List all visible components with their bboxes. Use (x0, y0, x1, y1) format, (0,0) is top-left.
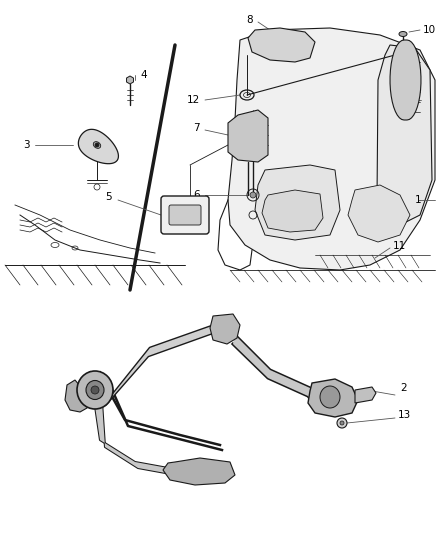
Ellipse shape (91, 386, 99, 394)
Text: 8: 8 (246, 15, 253, 25)
Polygon shape (308, 379, 358, 417)
Polygon shape (163, 458, 235, 485)
Polygon shape (105, 325, 215, 405)
Polygon shape (228, 28, 435, 270)
Ellipse shape (340, 421, 344, 425)
Text: 7: 7 (193, 123, 200, 133)
Polygon shape (262, 190, 323, 232)
Circle shape (250, 192, 256, 198)
Text: 4: 4 (140, 70, 147, 80)
FancyBboxPatch shape (161, 196, 209, 234)
Polygon shape (127, 76, 134, 84)
Ellipse shape (337, 418, 347, 428)
Text: 1: 1 (415, 195, 421, 205)
Text: 9: 9 (398, 91, 405, 101)
Text: 5: 5 (106, 192, 112, 202)
Polygon shape (377, 45, 432, 225)
Text: 11: 11 (393, 241, 406, 251)
Ellipse shape (93, 142, 101, 148)
Polygon shape (355, 387, 376, 403)
Polygon shape (248, 28, 315, 62)
Text: 10: 10 (423, 25, 436, 35)
Polygon shape (255, 165, 340, 240)
Text: 2: 2 (400, 383, 406, 393)
Text: 6: 6 (193, 190, 200, 200)
Text: 12: 12 (187, 95, 200, 105)
Ellipse shape (214, 318, 236, 342)
Polygon shape (233, 335, 315, 405)
Text: 3: 3 (23, 140, 30, 150)
Polygon shape (390, 40, 421, 120)
Ellipse shape (220, 325, 230, 335)
Polygon shape (210, 314, 240, 344)
Ellipse shape (86, 381, 104, 400)
Polygon shape (78, 130, 118, 164)
Polygon shape (348, 185, 410, 242)
FancyBboxPatch shape (169, 205, 201, 225)
Ellipse shape (399, 31, 407, 36)
Polygon shape (65, 380, 90, 412)
Text: 13: 13 (398, 410, 411, 420)
Polygon shape (90, 372, 232, 478)
Ellipse shape (77, 371, 113, 409)
Circle shape (95, 143, 99, 147)
Polygon shape (228, 110, 268, 162)
Ellipse shape (320, 386, 340, 408)
